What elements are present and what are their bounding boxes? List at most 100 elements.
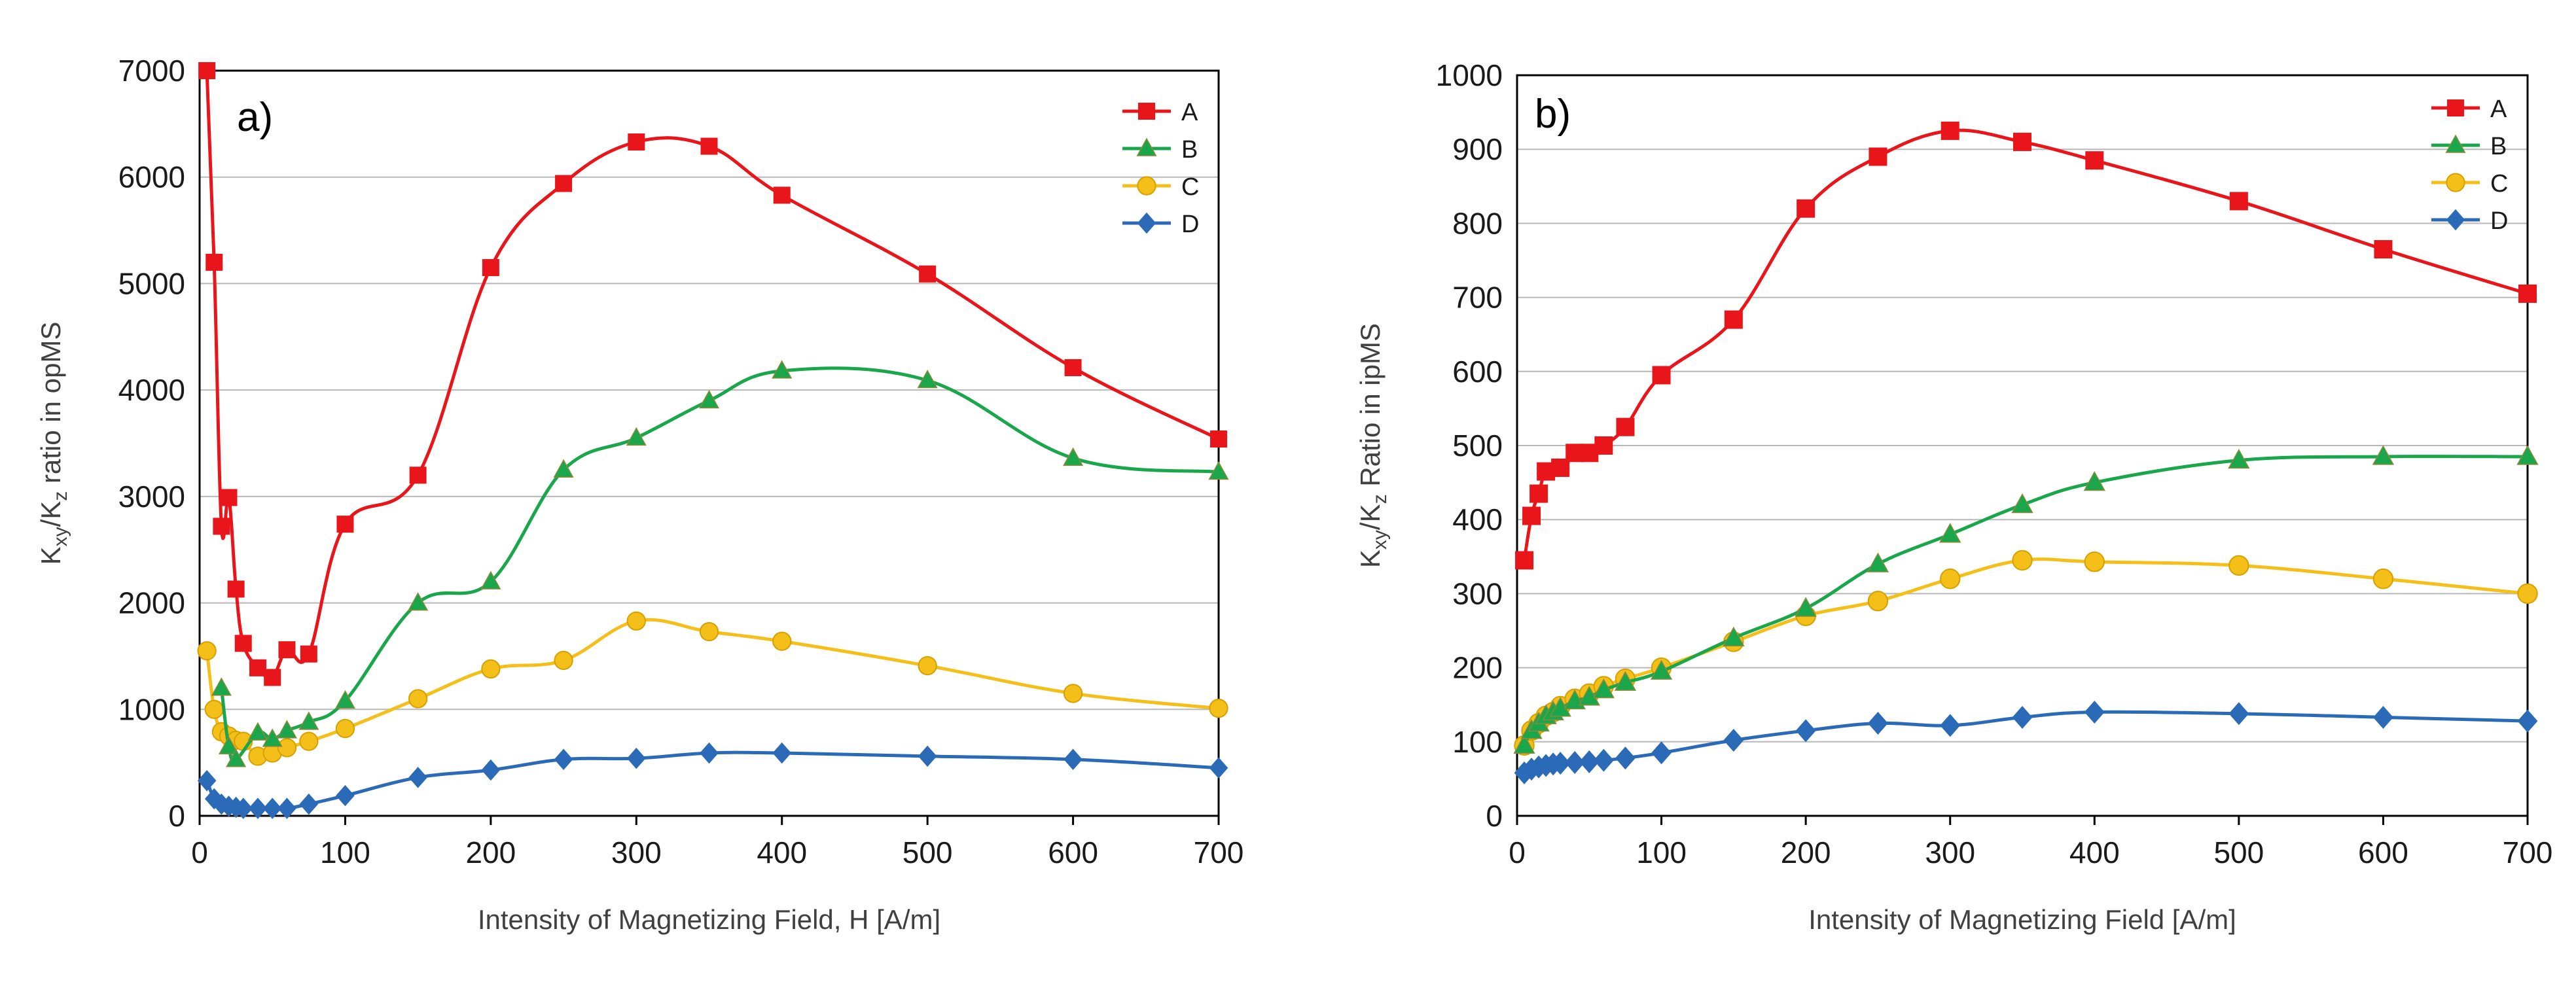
data-point-B [626,427,647,446]
data-point-C [299,731,319,751]
data-point-B [2516,445,2539,465]
data-point-A [227,580,245,598]
data-point-B [553,459,574,478]
series-A [1515,121,2537,570]
y-tick-label: 3000 [118,480,185,514]
y-axis-title-part: z [1369,494,1391,504]
y-tick-label: 100 [1452,725,1503,759]
x-tick-label: 200 [1781,835,1831,869]
data-point-B [1867,552,1889,572]
data-point-C [1940,569,1961,589]
data-point-D [626,747,646,769]
legend-label: B [1181,136,1198,164]
data-point-B [1723,626,1745,646]
data-point-D [299,793,319,815]
data-point-D [262,798,282,819]
legend-label: C [1181,173,1199,201]
legend-marker-A [2447,99,2464,116]
data-point-D [1564,750,1585,774]
data-point-A [482,259,499,277]
data-point-B [1650,659,1673,680]
y-tick-label: 2000 [118,586,185,620]
data-point-A [919,265,937,283]
x-axis-title: Intensity of Magnetizing Field [A/m] [1808,904,2236,935]
y-axis-title-part: xy [1369,530,1391,550]
y-tick-label: 4000 [118,373,185,407]
data-point-B [1939,523,1961,543]
legend-label: B [2490,133,2507,160]
data-point-A [2518,284,2537,303]
data-point-A [278,641,296,659]
chart-panel-a: 0 1000 2000 3000 4000 5000 6000 7000 0 100 200 300 4… [35,54,1243,935]
data-point-C [1867,591,1889,612]
data-point-A [220,489,238,506]
legend-marker-B [1136,137,1157,156]
y-tick-label: 400 [1452,502,1503,536]
x-tick-label: 600 [2358,835,2408,869]
data-point-B [1795,597,1817,617]
data-point-B [211,677,232,696]
data-point-D [336,784,355,807]
data-point-B [1614,671,1637,691]
legend-marker-C [1137,176,1156,196]
data-point-A [409,466,427,484]
data-point-D [1550,752,1571,775]
x-tick-label: 0 [191,835,208,869]
data-point-D [1651,741,1672,765]
data-point-D [1615,746,1636,770]
data-point-A [1530,484,1548,503]
data-point-D [1593,748,1614,772]
data-point-A [2374,240,2393,259]
data-point-A [2229,192,2248,211]
data-point-A [1515,551,1534,570]
data-point-C [2517,583,2538,605]
data-point-B [2011,493,2033,514]
data-point-D [2373,705,2393,729]
y-tick-label: 7000 [118,54,185,88]
data-point-B [917,369,938,389]
data-point-B [772,360,793,379]
data-point-D [772,742,792,764]
x-tick-label: 100 [320,835,370,869]
x-tick-label: 300 [1925,835,1975,869]
data-point-B [247,722,268,741]
data-point-D [197,770,217,792]
data-point-D [1579,750,1600,773]
data-point-C [554,650,573,671]
y-axis-title: Kxy/Kz ratio in opMS [35,322,71,565]
data-point-D [234,798,253,819]
data-point-A [773,186,791,204]
series-D [1514,701,2538,784]
data-point-C [197,641,217,661]
data-point-D [408,767,427,788]
data-point-A [249,659,266,676]
y-axis-title-part: xy [50,527,71,546]
data-point-A [1941,121,1959,140]
data-point-C [277,738,297,758]
data-point-D [1723,729,1744,752]
data-point-A [1210,430,1227,447]
data-point-D [2012,705,2033,729]
legend-label: D [1181,211,1199,238]
data-point-D [277,798,296,819]
y-tick-label: 200 [1452,651,1503,685]
x-tick-label: 400 [757,835,807,869]
data-point-D [1868,712,1888,735]
series-B [211,360,1229,767]
legend-label: A [2490,96,2507,123]
series-B [1513,445,2539,754]
data-point-C [1209,699,1228,718]
y-tick-label: 700 [1452,281,1503,315]
panel-label: b) [1535,92,1571,137]
legend-label: A [1181,99,1198,126]
data-point-B [276,720,298,739]
legend-marker-D [1137,212,1156,234]
x-tick-label: 500 [2213,835,2264,869]
y-tick-label: 300 [1452,576,1503,610]
y-axis-title-part: ratio in opMS [35,322,66,491]
data-point-B [1063,447,1084,466]
y-axis-title-part: /K [1355,504,1386,530]
data-point-D [1940,714,1961,737]
data-point-D [1795,719,1816,743]
legend-marker-D [2446,209,2465,231]
